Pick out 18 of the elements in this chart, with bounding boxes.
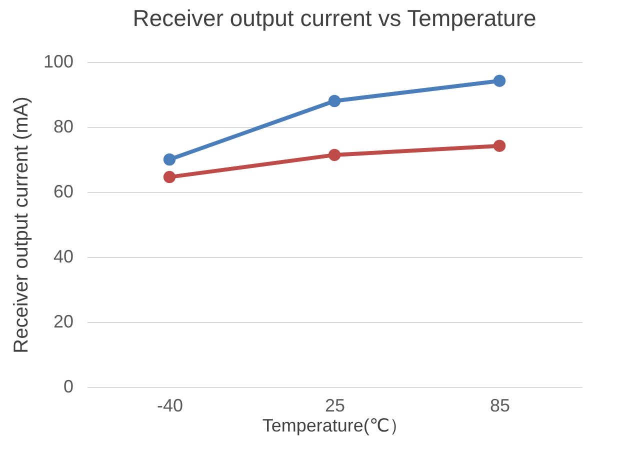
point (328, 148, 341, 162)
y-tick-label: 20 (53, 312, 74, 332)
x-tick-label: -40 (156, 396, 184, 416)
point (163, 170, 176, 184)
chart-title: Receiver output current vs Temperature (132, 5, 536, 31)
y-tick-label: 40 (53, 246, 74, 266)
y-tick-label: 0 (63, 376, 74, 396)
y-tick-label: 60 (53, 182, 74, 202)
y-tick-label: 100 (43, 52, 74, 72)
x-tick-label: 85 (490, 396, 510, 416)
point (328, 94, 341, 108)
point (493, 140, 506, 152)
point (163, 153, 176, 166)
y-axis-title: Receiver output current (mA) (10, 96, 32, 354)
x-tick-label: 25 (324, 396, 346, 416)
point (493, 74, 506, 87)
x-axis-title: Temperature(℃） (262, 416, 408, 436)
y-tick-label: 80 (53, 116, 74, 136)
